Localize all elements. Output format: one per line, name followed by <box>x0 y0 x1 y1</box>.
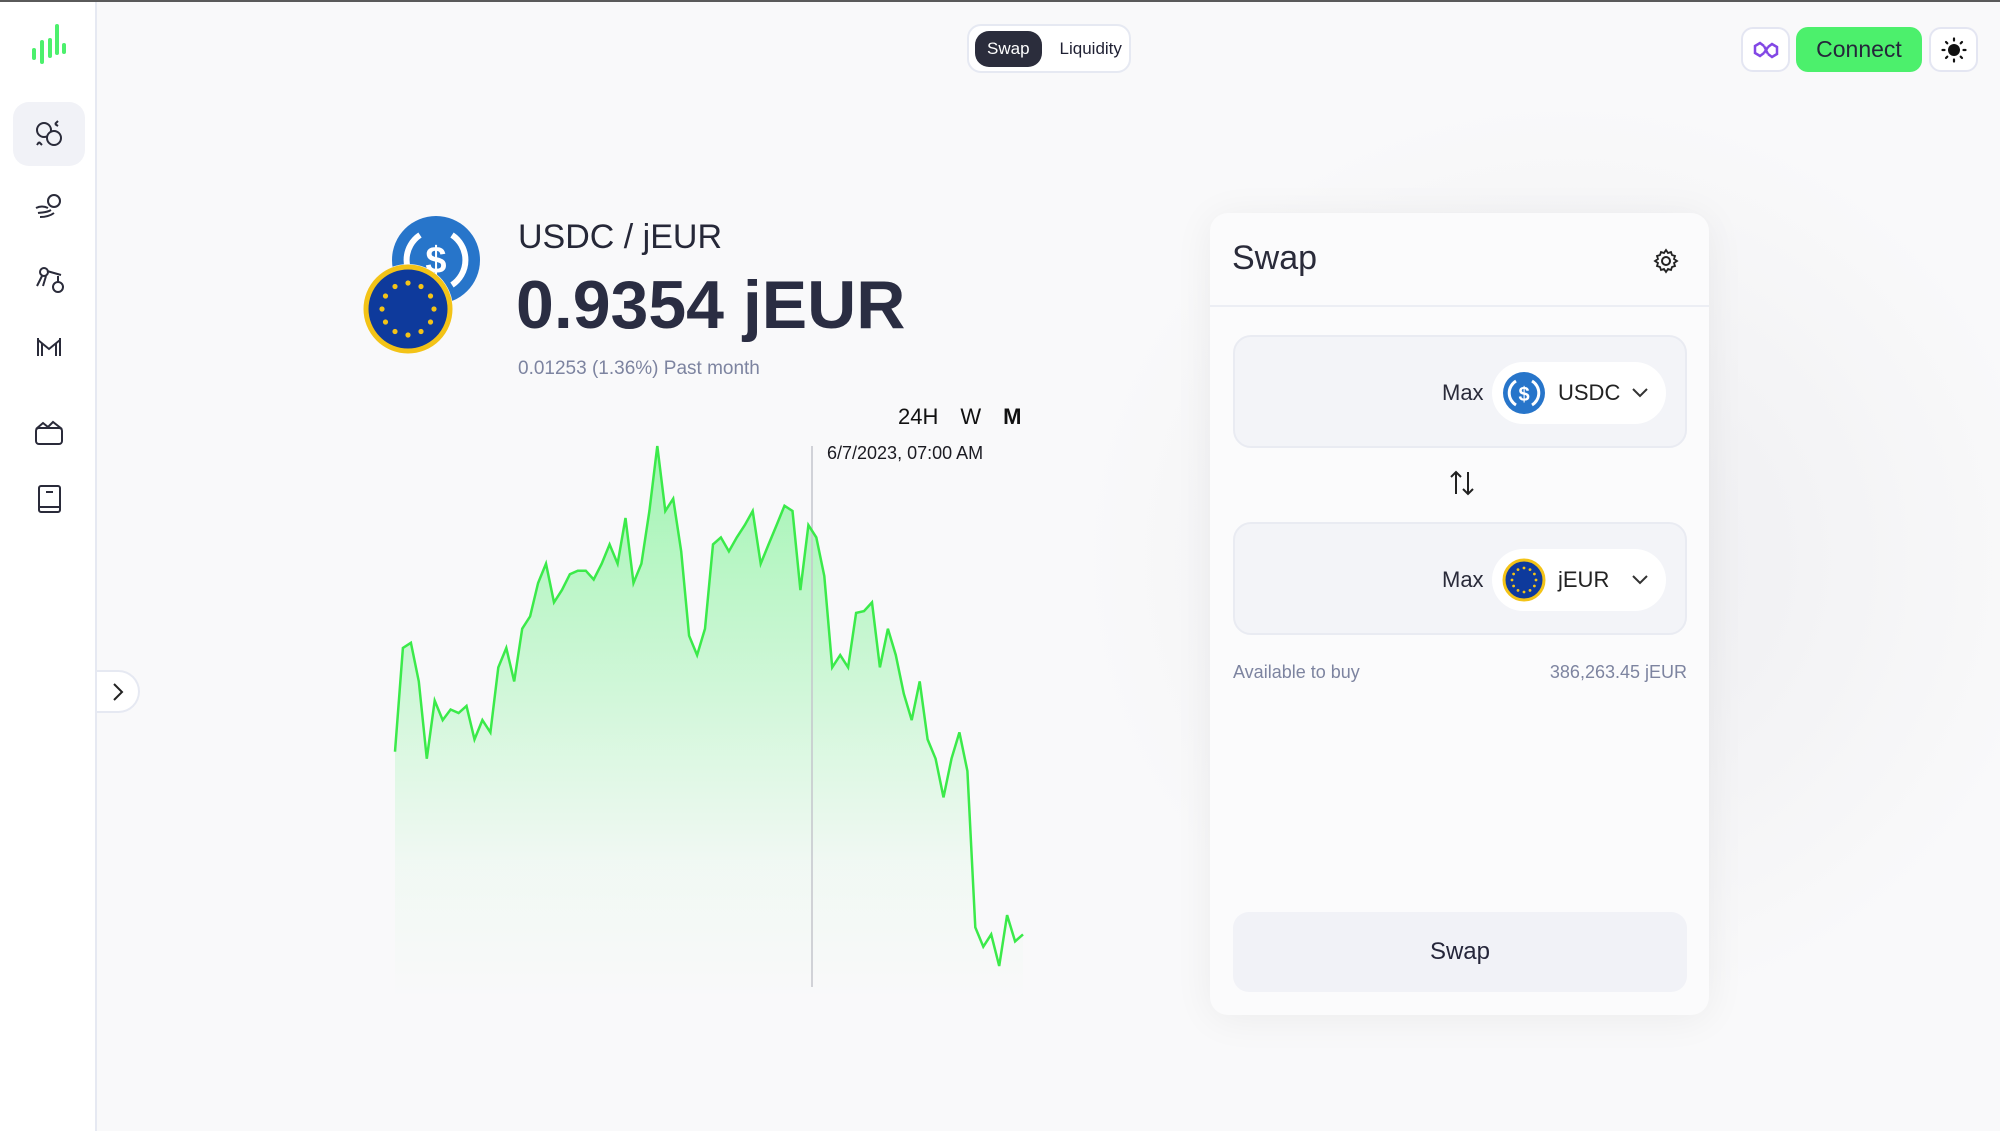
star <box>1528 588 1532 592</box>
to-token-select[interactable]: jEUR <box>1492 549 1666 611</box>
pair-title: USDC / jEUR <box>518 218 723 256</box>
sidebar-item-swap[interactable] <box>13 102 85 166</box>
card-divider <box>1210 305 1709 307</box>
expand-sidebar-button[interactable] <box>97 670 140 713</box>
sidebar-item-basket[interactable] <box>13 400 85 464</box>
star <box>392 328 398 335</box>
svg-text:$: $ <box>1518 384 1529 406</box>
period-selector: 24H W M <box>898 404 1021 430</box>
star <box>1512 572 1516 576</box>
basket-icon <box>35 420 63 445</box>
star <box>1534 578 1538 582</box>
from-input-box[interactable]: Max $ USDC <box>1233 335 1687 448</box>
chevron-down-icon <box>1632 388 1648 398</box>
price-change: 0.01253 (1.36%) Past month <box>518 358 760 379</box>
sidebar-item-docs[interactable] <box>13 467 85 531</box>
star <box>392 283 398 290</box>
tab-liquidity[interactable]: Liquidity <box>1059 38 1122 58</box>
available-value: 386,263.45 jEUR <box>1549 662 1687 682</box>
star <box>418 283 424 290</box>
polygon-icon <box>1753 40 1778 59</box>
book-icon <box>38 485 61 513</box>
jeur-icon <box>1502 558 1546 602</box>
theme-toggle-button[interactable] <box>1929 27 1978 72</box>
star <box>431 306 437 312</box>
swap-button[interactable]: Swap <box>1233 912 1687 992</box>
hand-coin-icon <box>35 194 61 218</box>
price-area <box>395 446 1023 1000</box>
star <box>1512 584 1516 588</box>
chart-tooltip-date: 6/7/2023, 07:00 AM <box>827 443 984 463</box>
swap-coins-icon <box>36 120 62 146</box>
star <box>427 319 434 325</box>
network-button[interactable] <box>1741 27 1790 72</box>
star <box>1532 584 1536 588</box>
to-input-box[interactable]: Max jEUR <box>1233 522 1687 635</box>
available-label: Available to buy <box>1233 662 1360 682</box>
star <box>1522 566 1526 570</box>
price-chart[interactable] <box>0 0 1100 1000</box>
usdc-icon: $ <box>1503 372 1545 414</box>
from-token-label: USDC <box>1558 380 1621 405</box>
window-top-border <box>0 0 2000 2</box>
star <box>1522 590 1526 594</box>
star <box>1516 568 1520 572</box>
chevron-down-icon <box>1632 575 1648 585</box>
star <box>427 293 434 299</box>
star <box>379 306 385 312</box>
lever-icon <box>36 267 64 293</box>
tab-swap[interactable]: Swap <box>975 30 1042 67</box>
sidebar-item-earn[interactable] <box>13 174 85 238</box>
star <box>382 293 389 299</box>
sidebar-item-bridge[interactable] <box>13 315 85 379</box>
sun-icon <box>1940 36 1967 63</box>
pair-price: 0.9354 jEUR <box>516 267 906 343</box>
period-month[interactable]: M <box>1003 404 1022 429</box>
from-max-button[interactable]: Max <box>1442 380 1484 405</box>
star <box>1516 588 1520 592</box>
flip-tokens-icon[interactable] <box>1448 468 1476 498</box>
swap-card: Swap Max $ USDC Max jEUR Available to bu… <box>1210 213 1709 1015</box>
star <box>1528 568 1532 572</box>
to-max-button[interactable]: Max <box>1442 567 1484 592</box>
star <box>418 328 424 335</box>
to-token-label: jEUR <box>1558 567 1610 592</box>
from-token-select[interactable]: $ USDC <box>1492 362 1666 424</box>
period-week[interactable]: W <box>960 404 982 429</box>
connect-button[interactable]: Connect <box>1796 27 1922 72</box>
sidebar <box>0 2 97 1131</box>
period-24h[interactable]: 24H <box>898 404 939 429</box>
bridge-icon <box>37 338 61 356</box>
token-pair-icons: $ <box>363 216 480 354</box>
sidebar-item-leverage[interactable] <box>13 248 85 312</box>
logo-icon[interactable] <box>28 22 68 71</box>
gear-icon[interactable] <box>1653 248 1679 274</box>
eur-token-icon <box>363 264 453 354</box>
price-line <box>393 445 1024 967</box>
star <box>1510 578 1514 582</box>
swap-card-title: Swap <box>1232 239 1318 277</box>
star <box>1532 572 1536 576</box>
swap-liquidity-toggle: Swap Liquidity <box>967 24 1131 73</box>
star <box>382 319 389 325</box>
available-to-buy: Available to buy 386,263.45 jEUR <box>1233 662 1687 683</box>
chevron-right-icon <box>112 682 123 701</box>
star <box>405 280 411 286</box>
star <box>405 332 411 338</box>
